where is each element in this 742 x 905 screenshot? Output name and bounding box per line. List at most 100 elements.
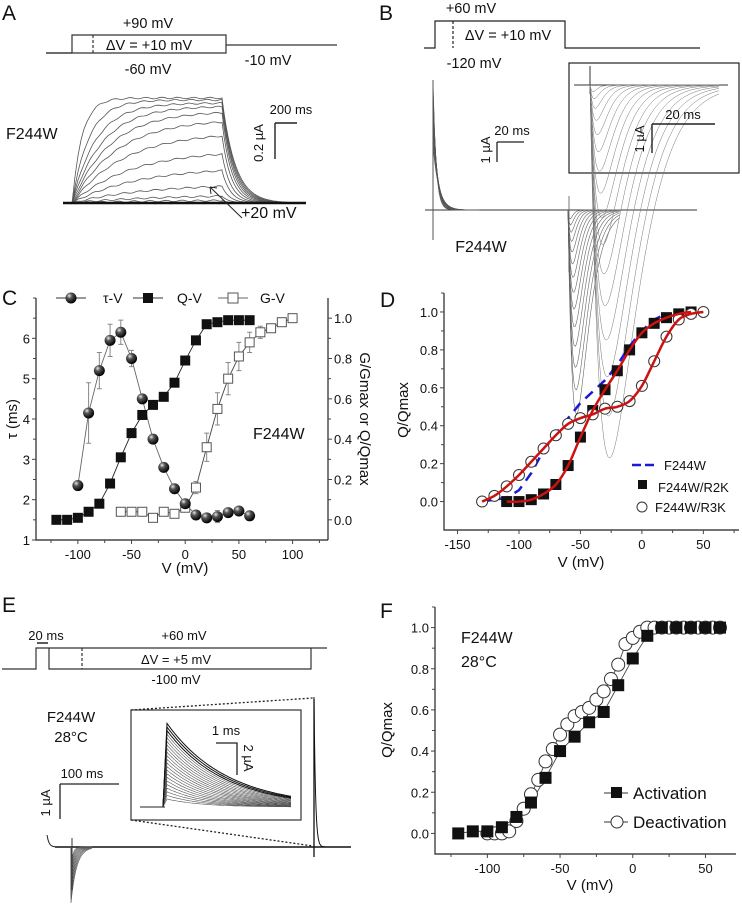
chart-annotation-construct: F244W [461,630,513,647]
scale-bar-b [496,141,524,162]
y-right-tick-label: 0.6 [334,392,352,407]
y-tick-label: 0.8 [411,662,429,677]
x-tick-label: 50 [698,861,712,876]
inset-scale-bar-e [216,742,238,775]
panel-f: F -100 -50 0 50 0.0 0.2 0.4 0.6 0.8 1.0 F244W 28°… [379,600,736,894]
y-right-tick-label: 0.0 [334,513,352,528]
g-v-point [115,506,126,517]
q-v-point [72,512,83,523]
legend-item-tau-v: τ-V [56,290,123,306]
inset-gating-trace [162,758,292,808]
inset-gating-trace [162,740,292,808]
inset-gating-trace [589,84,720,459]
inset-gating-trace [162,737,292,808]
legend-item-g-v: G-V [218,290,286,306]
panel-c-letter: C [2,287,17,310]
inset-gating-trace [162,784,291,808]
x-tick-label: -100 [506,537,532,552]
inset-gating-trace [162,791,291,808]
activation-point [539,771,552,784]
legend-label: F244W [664,458,707,473]
tau-v-point [115,326,127,338]
activation-point [699,621,712,634]
x-tick-label: 50 [232,547,246,562]
panel-b-letter: B [379,2,393,25]
arrow-icon [209,186,243,219]
activation-point [641,629,654,642]
y-tick-label: 2 [23,493,30,508]
f244w-r3k-fit-curve [481,310,704,503]
x-tick-label: -150 [445,537,471,552]
x-axis-label: V (mV) [162,560,209,577]
y-right-tick-label: 0.4 [334,432,352,447]
tau-v-point [158,461,170,473]
tau-v-point [136,393,148,405]
x-tick-label: 100 [282,547,304,562]
panel-b-protocol [424,20,700,49]
g-v-point [190,482,201,493]
tau-v-point [201,512,213,524]
panel-c: C -100 -50 0 50 1001234560.00.20.40.60.81.0 … [2,287,373,577]
protocol-step-label: ΔV = +10 mV [465,28,552,44]
g-v-point [266,323,277,334]
x-tick-label: -50 [571,537,590,552]
tau-v-point [104,334,116,346]
legend-f: Activation Deactivation [604,784,727,832]
legend-marker-filled-square [143,293,153,303]
legend-label: F244W/R2K [658,480,729,495]
activation-point [524,796,537,809]
protocol-bottom-voltage: -60 mV [125,62,172,78]
y-right-tick-label: 1.0 [334,311,352,326]
current-traces-e [46,696,351,904]
inset-scale-current-e: 2 µA [241,744,256,771]
inset-gating-trace [162,766,292,808]
f244w-r2k-fit-curve [506,310,692,503]
protocol-tail-voltage: -10 mV [245,53,292,69]
deactivation-point [553,727,568,742]
axis-frame [443,293,739,531]
protocol-bottom-voltage: -100 mV [151,672,200,687]
inset-gating-trace [162,787,291,808]
panel-a-protocol [46,34,337,54]
chart-f: -100 -50 0 50 0.0 0.2 0.4 0.6 0.8 1.0 [411,606,736,876]
g-v-point [223,373,234,384]
q-v-point [137,409,148,420]
current-traces-a [63,96,307,205]
activation-point [597,705,610,718]
q-v-point [212,317,223,328]
y-axis-label: τ (ms) [4,399,21,439]
y-tick-label: 0.6 [420,381,438,396]
tau-v-point [83,407,95,419]
tau-v-point [233,505,245,517]
g-v-point [212,403,223,414]
x-axis-label: V (mV) [558,554,605,571]
q-v-point [180,355,191,366]
off-gating-trace [567,209,620,391]
panel-a-letter: A [2,2,16,25]
protocol-step-label: ΔV = +10 mV [106,38,193,54]
legend-c: τ-V Q-V G-V [56,290,286,306]
temperature-label: 28°C [54,729,88,746]
q-v-point [148,399,159,410]
q-v-line [56,319,250,521]
x-tick-label: -100 [65,547,91,562]
inset-gating-trace [162,780,291,808]
tau-v-point [190,509,202,521]
tau-v-point [244,510,256,522]
y-tick-label: 6 [23,331,30,346]
scale-time-b: 20 ms [494,123,530,138]
activation-point [714,621,727,634]
chart-annotation: F244W [253,426,305,443]
scale-time-e: 100 ms [61,766,104,781]
protocol-trace [424,20,700,49]
y-axis-label-right: G/Gmax or Q/Qmax [356,352,373,486]
activation-point [554,745,567,758]
legend-marker-filled-square [638,480,647,489]
current-traces-b [425,79,697,415]
inset-gating-trace [162,751,292,808]
tau-v-point [168,483,180,495]
scale-bar-a [274,122,297,159]
off-gating-trace [313,696,325,848]
legend-item-q-v: Q-V [133,290,203,306]
deactivation-point [596,684,611,699]
